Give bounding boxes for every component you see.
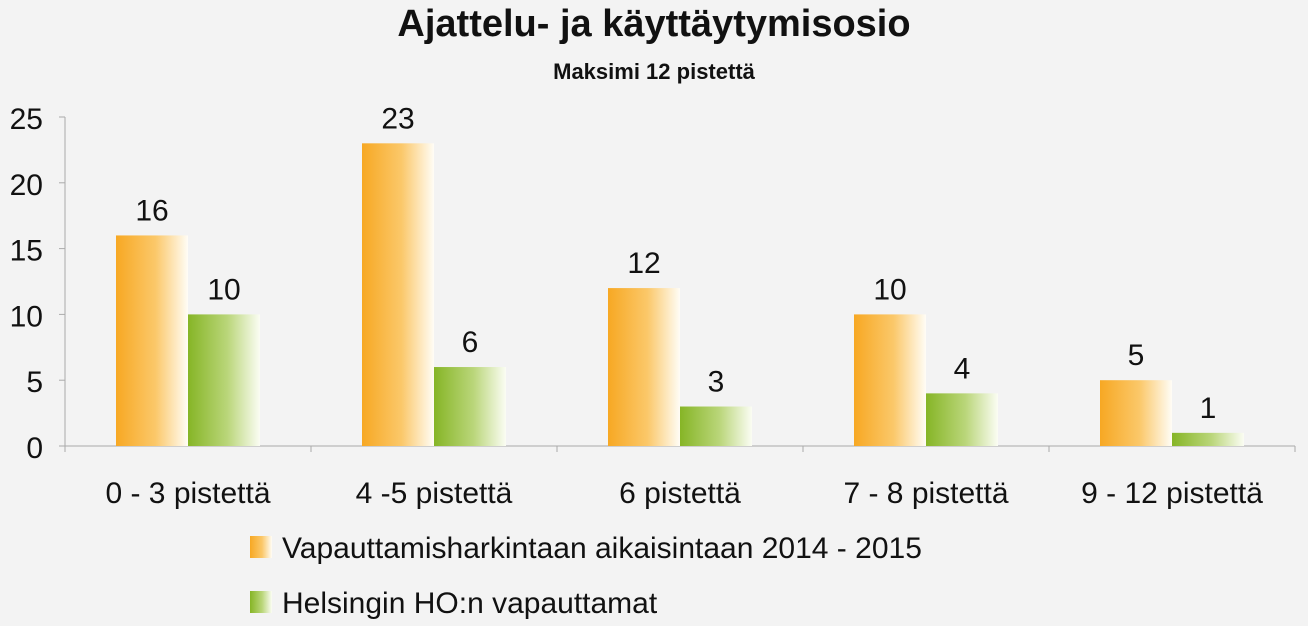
bar: [854, 314, 926, 446]
y-tick-label: 10: [10, 300, 43, 333]
data-label: 10: [873, 273, 906, 306]
bar: [608, 288, 680, 446]
x-tick-label: 7 - 8 pistettä: [843, 477, 1008, 510]
legend-label: Helsingin HO:n vapauttamat: [282, 587, 658, 620]
bar: [434, 367, 506, 446]
data-label: 10: [207, 273, 240, 306]
bar: [926, 393, 998, 446]
chart-title: Ajattelu- ja käyttäytymisosio: [397, 3, 910, 45]
legend-label: Vapauttamisharkintaan aikaisintaan 2014 …: [282, 532, 922, 565]
data-label: 4: [954, 352, 971, 385]
data-label: 1: [1200, 392, 1217, 425]
bar: [116, 235, 188, 446]
bar: [188, 314, 260, 446]
y-tick-label: 15: [10, 235, 43, 268]
legend-swatch: [250, 536, 272, 558]
x-tick-label: 0 - 3 pistettä: [105, 477, 270, 510]
chart-subtitle: Maksimi 12 pistettä: [553, 59, 756, 84]
x-tick-label: 4 -5 pistettä: [356, 477, 513, 510]
y-tick-label: 25: [10, 103, 43, 136]
data-label: 6: [462, 326, 479, 359]
data-label: 5: [1128, 339, 1145, 372]
legend: Vapauttamisharkintaan aikaisintaan 2014 …: [250, 532, 922, 620]
data-label: 3: [708, 366, 725, 399]
y-tick-label: 5: [26, 366, 43, 399]
x-tick-label: 9 - 12 pistettä: [1081, 477, 1263, 510]
x-tick-label: 6 pistettä: [619, 477, 741, 510]
y-tick-label: 0: [26, 432, 43, 465]
data-label: 16: [135, 194, 168, 227]
data-label: 23: [381, 102, 414, 135]
bar: [1100, 380, 1172, 446]
bar: [680, 407, 752, 446]
legend-swatch: [250, 591, 272, 613]
y-tick-label: 20: [10, 169, 43, 202]
bar: [362, 143, 434, 446]
bars: [116, 143, 1244, 446]
bar: [1172, 433, 1244, 446]
data-label: 12: [627, 247, 660, 280]
